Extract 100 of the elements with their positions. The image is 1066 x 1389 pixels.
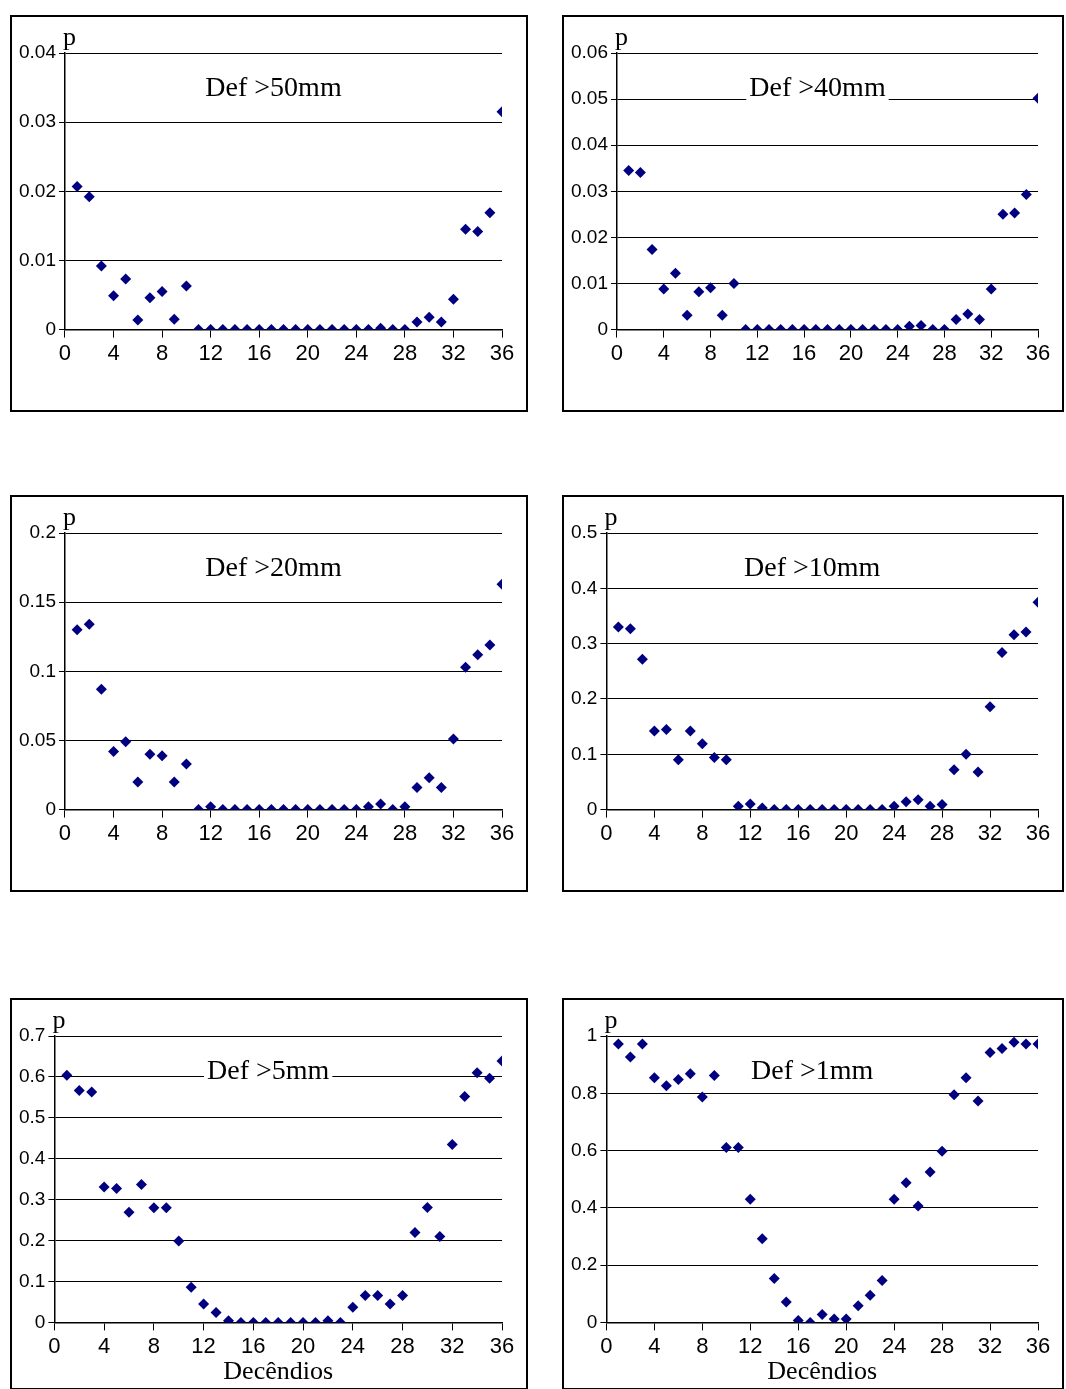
point: [984, 1047, 996, 1059]
point: [120, 736, 132, 748]
y-tick-label: 0.01: [19, 248, 56, 270]
text: Def >40mm: [749, 71, 886, 103]
x-tick-label: 8: [704, 339, 717, 365]
x-tick-label: 28: [929, 1332, 955, 1358]
point: [684, 725, 696, 737]
x-tick-label: 16: [246, 339, 272, 365]
point: [95, 683, 107, 695]
x-tick-label: 36: [489, 1332, 515, 1358]
point: [135, 1179, 147, 1191]
y-tick-label: 0.1: [570, 742, 598, 764]
point: [768, 1273, 780, 1285]
x-tick-label: 24: [885, 339, 910, 365]
point: [728, 278, 740, 289]
point: [876, 1275, 888, 1287]
point: [612, 621, 624, 633]
y-tick-label: 0.15: [19, 590, 56, 612]
y-tick-label: 0.04: [571, 133, 609, 155]
point: [888, 800, 900, 810]
point: [984, 701, 996, 713]
point: [1020, 1038, 1032, 1050]
point: [681, 309, 693, 321]
y-axis-title: p: [52, 1004, 66, 1034]
x-tick-label: 32: [441, 339, 466, 365]
point: [435, 781, 447, 793]
point: [423, 772, 435, 784]
x-tick-label: 20: [290, 1332, 316, 1358]
point: [73, 1084, 85, 1096]
point: [660, 1080, 672, 1092]
x-tick-label: 24: [344, 339, 369, 365]
x-tick-label: 12: [745, 339, 770, 365]
y-tick-label: 0.2: [570, 1253, 598, 1275]
point: [423, 311, 435, 323]
text: Def >5mm: [207, 1054, 330, 1086]
point: [484, 639, 496, 651]
point: [924, 1166, 936, 1178]
x-tick-label: 4: [648, 819, 661, 845]
point: [362, 801, 374, 810]
point: [397, 1289, 409, 1301]
y-tick-label: 0.01: [571, 271, 608, 293]
point: [840, 1313, 852, 1323]
point: [744, 1193, 756, 1205]
point: [180, 758, 192, 770]
point: [484, 207, 496, 219]
y-tick-label: 0: [586, 797, 598, 819]
point: [924, 800, 936, 810]
point: [144, 748, 156, 760]
point: [411, 781, 423, 793]
x-tick-label: 8: [147, 1332, 160, 1358]
point: [198, 1298, 210, 1310]
point: [1009, 207, 1021, 219]
x-tick-label: 20: [833, 1332, 859, 1358]
y-axis-title: p: [604, 501, 618, 531]
point: [108, 290, 120, 302]
y-tick-label: 0.3: [570, 631, 598, 653]
point: [120, 273, 132, 285]
point: [375, 798, 387, 810]
y-tick-label: 0.1: [29, 659, 56, 681]
x-tick-label: 20: [833, 819, 859, 845]
point: [484, 1072, 496, 1084]
x-tick-label: 8: [155, 819, 169, 845]
point: [98, 1181, 110, 1193]
point: [950, 313, 962, 325]
point: [460, 661, 472, 673]
x-tick-label: 36: [1025, 819, 1051, 845]
y-tick-label: 0.03: [571, 179, 608, 201]
y-tick-label: 0: [34, 1310, 46, 1332]
point: [732, 1141, 744, 1153]
point: [71, 624, 83, 636]
point: [636, 1038, 648, 1050]
point: [888, 1193, 900, 1205]
y-tick-label: 0.8: [570, 1081, 598, 1103]
point: [948, 1089, 960, 1101]
y-tick-label: 0: [597, 317, 608, 339]
y-tick-label: 0.7: [18, 1024, 46, 1046]
point: [974, 313, 986, 325]
x-tick-label: 4: [648, 1332, 661, 1358]
x-tick-label: 12: [738, 819, 763, 845]
point: [660, 723, 672, 735]
point: [997, 208, 1009, 220]
y-axis-title: p: [604, 1004, 618, 1034]
point: [160, 1202, 172, 1214]
point: [852, 1300, 864, 1312]
point: [624, 1051, 636, 1063]
y-tick-label: 0.06: [571, 41, 608, 63]
x-tick-label: 4: [98, 1332, 111, 1358]
point: [1020, 189, 1032, 201]
x-tick-label: 36: [489, 339, 515, 365]
x-axis-title: Decêndios: [223, 1356, 334, 1386]
point: [132, 776, 144, 788]
point: [148, 1202, 160, 1214]
point: [210, 1307, 222, 1319]
x-tick-label: 32: [978, 339, 1004, 365]
x-tick-label: 8: [155, 339, 169, 365]
y-tick-label: 0.05: [571, 87, 608, 109]
y-tick-label: 0: [45, 317, 56, 339]
y-tick-label: 1: [586, 1024, 598, 1046]
point: [912, 794, 924, 806]
point: [471, 1067, 483, 1079]
